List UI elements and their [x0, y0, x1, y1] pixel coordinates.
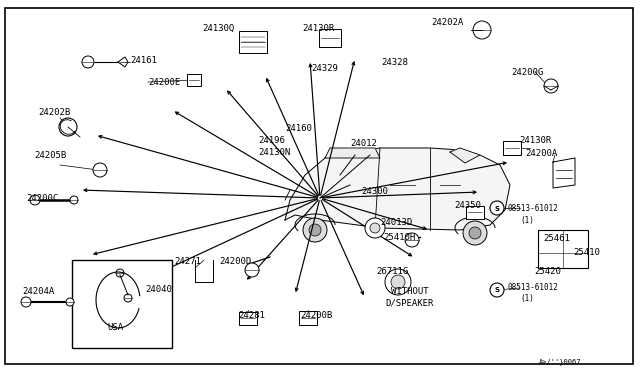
Bar — [319, 29, 341, 47]
Text: 25420: 25420 — [534, 267, 561, 276]
Text: 24200E: 24200E — [148, 77, 180, 87]
Text: 24202A: 24202A — [431, 17, 463, 26]
Text: USA: USA — [107, 324, 123, 333]
Bar — [299, 311, 317, 325]
Circle shape — [490, 201, 504, 215]
Circle shape — [405, 233, 419, 247]
Text: 08513-61012: 08513-61012 — [508, 283, 559, 292]
Circle shape — [490, 283, 504, 297]
Text: S: S — [495, 288, 499, 294]
Circle shape — [30, 195, 40, 205]
Circle shape — [469, 227, 481, 239]
Text: 24200D: 24200D — [219, 257, 251, 266]
Text: 24130R: 24130R — [519, 135, 551, 144]
Circle shape — [66, 298, 74, 306]
Text: 24200A: 24200A — [525, 148, 557, 157]
Circle shape — [59, 118, 77, 136]
Text: 24040: 24040 — [145, 285, 172, 295]
Text: 24130N: 24130N — [258, 148, 291, 157]
Text: 24130R: 24130R — [302, 23, 334, 32]
Text: 24202B: 24202B — [38, 108, 70, 116]
Text: 24329: 24329 — [312, 64, 339, 73]
Text: S: S — [495, 205, 499, 212]
Circle shape — [473, 21, 491, 39]
Polygon shape — [285, 148, 510, 230]
Circle shape — [245, 263, 259, 277]
Text: 24012: 24012 — [350, 138, 377, 148]
Bar — [538, 230, 588, 268]
Text: 26711G: 26711G — [376, 267, 408, 276]
Bar — [239, 311, 257, 324]
Text: 24196: 24196 — [258, 135, 285, 144]
Bar — [503, 141, 521, 155]
Text: 24204A: 24204A — [22, 288, 54, 296]
Text: 24161: 24161 — [130, 55, 157, 64]
Circle shape — [93, 163, 107, 177]
Text: 24200B: 24200B — [300, 311, 332, 320]
Polygon shape — [325, 148, 380, 158]
Bar — [466, 205, 484, 218]
Text: (1): (1) — [520, 215, 534, 224]
Text: 24013D: 24013D — [380, 218, 412, 227]
Circle shape — [116, 269, 124, 277]
Bar — [187, 74, 201, 86]
Text: 24200G: 24200G — [511, 67, 543, 77]
Text: 25461: 25461 — [543, 234, 570, 243]
Text: A>/''}0067: A>/''}0067 — [539, 358, 581, 365]
Text: 24200C: 24200C — [26, 193, 58, 202]
Text: 25410: 25410 — [573, 247, 600, 257]
Text: (1): (1) — [520, 295, 534, 304]
Circle shape — [391, 275, 405, 289]
Circle shape — [309, 224, 321, 236]
Text: 24205B: 24205B — [34, 151, 66, 160]
Bar — [72, 260, 172, 348]
Text: 24160: 24160 — [285, 124, 312, 132]
Polygon shape — [553, 158, 575, 188]
Text: 24130Q: 24130Q — [202, 23, 234, 32]
Text: D/SPEAKER: D/SPEAKER — [386, 298, 434, 308]
Polygon shape — [450, 148, 480, 163]
Text: 24328: 24328 — [381, 58, 408, 67]
Circle shape — [365, 218, 385, 238]
Circle shape — [303, 218, 327, 242]
Circle shape — [370, 223, 380, 233]
Circle shape — [82, 56, 94, 68]
Text: 24271: 24271 — [175, 257, 202, 266]
Circle shape — [124, 294, 132, 302]
Text: 24300: 24300 — [361, 186, 388, 196]
Text: 08513-61012: 08513-61012 — [508, 203, 559, 212]
Bar — [239, 31, 267, 53]
Circle shape — [544, 79, 558, 93]
Circle shape — [385, 269, 411, 295]
Text: WITHOUT: WITHOUT — [391, 288, 429, 296]
Text: 25410H: 25410H — [383, 232, 415, 241]
Text: 24281: 24281 — [238, 311, 265, 320]
Circle shape — [463, 221, 487, 245]
Text: 24350: 24350 — [454, 201, 481, 209]
Circle shape — [70, 196, 78, 204]
Circle shape — [21, 297, 31, 307]
